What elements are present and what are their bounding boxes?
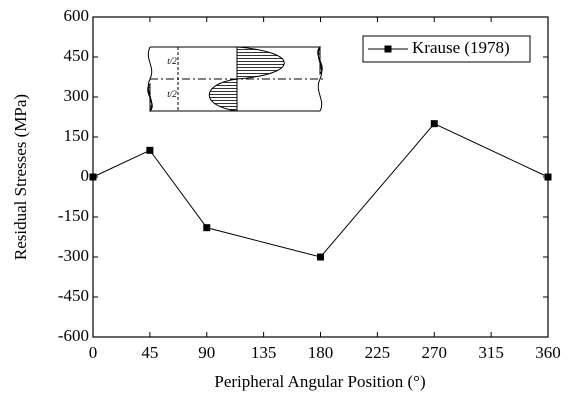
x-tick-label: 315 [478, 343, 504, 362]
y-tick-label: 450 [64, 46, 90, 65]
y-tick-label: -300 [58, 246, 89, 265]
y-tick-label: 0 [81, 166, 90, 185]
series-line [92, 123, 549, 258]
y-tick-label: 300 [64, 86, 90, 105]
x-tick-label: 90 [198, 343, 215, 362]
y-tick-label: 600 [64, 6, 90, 25]
inset-label: t/2 [167, 56, 177, 66]
y-tick-label: -450 [58, 286, 89, 305]
x-tick-label: 360 [535, 343, 561, 362]
y-tick-label: -150 [58, 206, 89, 225]
x-tick-label: 225 [365, 343, 391, 362]
legend-label: Krause (1978) [412, 38, 510, 57]
y-axis-label: Residual Stresses (MPa) [11, 94, 30, 260]
point [430, 120, 438, 128]
x-tick-label: 270 [422, 343, 448, 362]
point [544, 173, 552, 181]
y-tick-label: 150 [64, 126, 90, 145]
x-tick-label: 135 [251, 343, 277, 362]
y-tick-label: -600 [58, 326, 89, 345]
x-tick-label: 180 [308, 343, 334, 362]
point [146, 146, 154, 154]
inset-label: t/2 [167, 89, 177, 99]
point [317, 253, 324, 261]
legend-marker [384, 45, 392, 53]
x-axis-label: Peripheral Angular Position (°) [214, 372, 425, 391]
inset-diagram [147, 45, 325, 113]
x-tick-label: 0 [89, 343, 98, 362]
x-tick-label: 45 [141, 343, 158, 362]
point [89, 173, 97, 181]
point [203, 224, 211, 232]
